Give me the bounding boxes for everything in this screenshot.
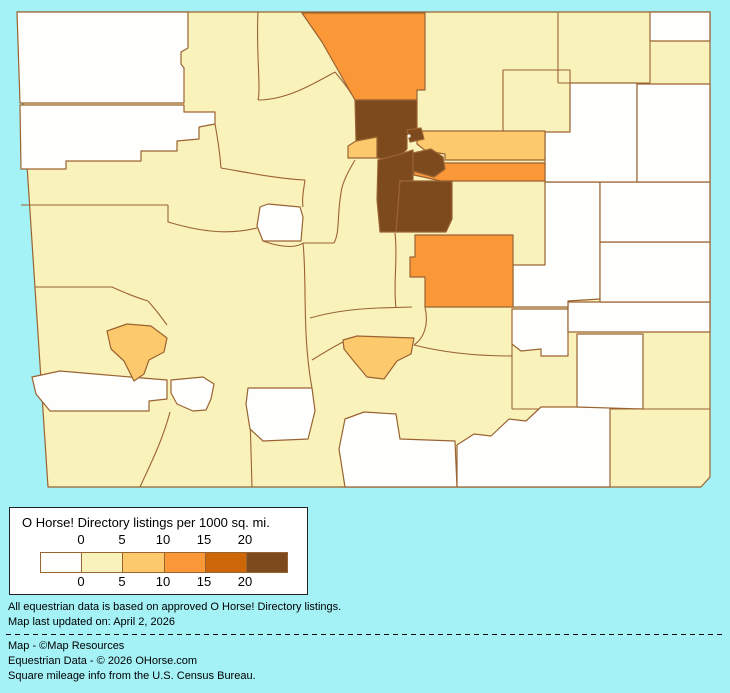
county-shape [19, 104, 216, 170]
equestrian-data-credit: Equestrian Data - © 2026 OHorse.com [8, 655, 198, 667]
county-shape-dark-brown [406, 127, 425, 143]
county-shape [245, 387, 316, 442]
county-shape-orange [409, 234, 514, 308]
county-shape [599, 181, 711, 243]
county-shape-dark-brown [395, 180, 453, 233]
legend-swatch-0 [41, 553, 82, 572]
county-shape [567, 301, 711, 333]
county-shape [636, 83, 711, 183]
county-shape-orange [301, 12, 426, 101]
legend-swatch-1 [81, 553, 123, 572]
legend-title: O Horse! Directory listings per 1000 sq.… [22, 515, 270, 530]
dashed-separator [6, 634, 725, 635]
legend-top-label-20: 20 [237, 532, 253, 547]
county-shape-light-orange [342, 335, 415, 380]
county-shape [256, 203, 304, 242]
county-shape [576, 333, 644, 410]
county-shape [338, 411, 458, 488]
county-shape [456, 406, 611, 488]
legend-swatch-4 [204, 553, 246, 572]
highlighted-counties [106, 12, 546, 382]
county-shape [599, 241, 711, 303]
legend-bottom-label-0: 0 [77, 574, 85, 589]
county-shape [170, 376, 215, 412]
county-shape [31, 370, 168, 412]
legend-top-label-15: 15 [196, 532, 212, 547]
legend-top-label-10: 10 [155, 532, 171, 547]
legend-bottom-label-20: 20 [237, 574, 253, 589]
legend-swatch-2 [122, 553, 164, 572]
square-mileage-credit: Square mileage info from the U.S. Census… [8, 670, 256, 682]
county-shape [511, 308, 569, 357]
county-shape-light-orange [416, 130, 546, 161]
county-shape-light-orange [347, 136, 378, 159]
county-shape [649, 11, 711, 42]
map-source-credit: Map - ©Map Resources [8, 640, 125, 652]
legend-swatch-3 [163, 553, 205, 572]
legend-bottom-label-10: 10 [155, 574, 171, 589]
county-shape-light-orange [106, 323, 168, 382]
colorado-county-map [16, 11, 711, 488]
legend-bottom-label-5: 5 [118, 574, 126, 589]
last-updated-note: Map last updated on: April 2, 2026 [8, 616, 175, 628]
legend-top-label-0: 0 [77, 532, 85, 547]
county-shape [544, 82, 638, 183]
legend-color-scale [40, 552, 288, 573]
white-counties [16, 11, 711, 488]
county-shape-dark-brown [412, 148, 446, 178]
legend-bottom-label-15: 15 [196, 574, 212, 589]
legend: O Horse! Directory listings per 1000 sq.… [9, 507, 308, 595]
legend-top-label-5: 5 [118, 532, 126, 547]
county-shape [16, 11, 189, 104]
legend-swatch-5 [245, 553, 288, 572]
tiny-county-marker [407, 134, 411, 138]
data-approval-note: All equestrian data is based on approved… [8, 601, 342, 613]
